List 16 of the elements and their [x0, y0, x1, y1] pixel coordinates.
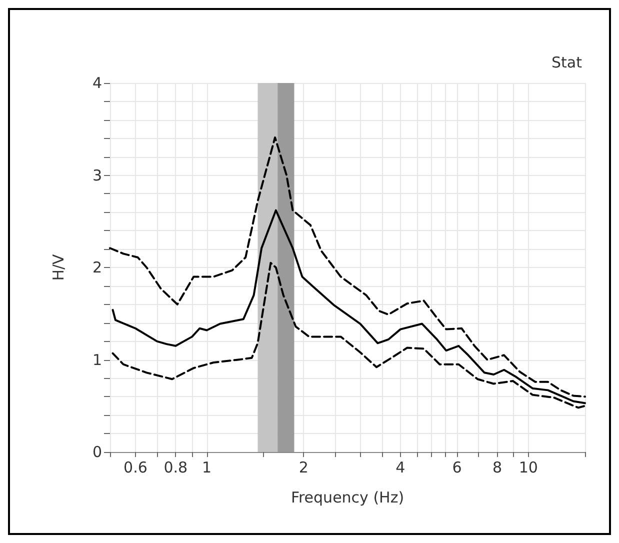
x-tick-label: 0.6: [124, 458, 148, 476]
x-tick-label: 10: [518, 458, 538, 476]
x-axis-title: Frequency (Hz): [290, 488, 404, 506]
x-tick-label: 2: [298, 458, 308, 476]
x-tick-label: 6: [452, 458, 462, 476]
chart-title: Stat: [552, 54, 582, 72]
y-tick-label: 0: [92, 443, 102, 461]
x-tick-label: 8: [492, 458, 502, 476]
y-tick-label: 2: [92, 258, 102, 276]
y-tick-label: 3: [92, 166, 102, 184]
y-axis-title: H/V: [50, 253, 68, 281]
x-tick-label: 1: [202, 458, 212, 476]
x-tick-label: 0.8: [164, 458, 188, 476]
y-tick-label: 4: [92, 74, 102, 92]
x-tick-label: 4: [396, 458, 406, 476]
y-tick-label: 1: [92, 350, 102, 369]
